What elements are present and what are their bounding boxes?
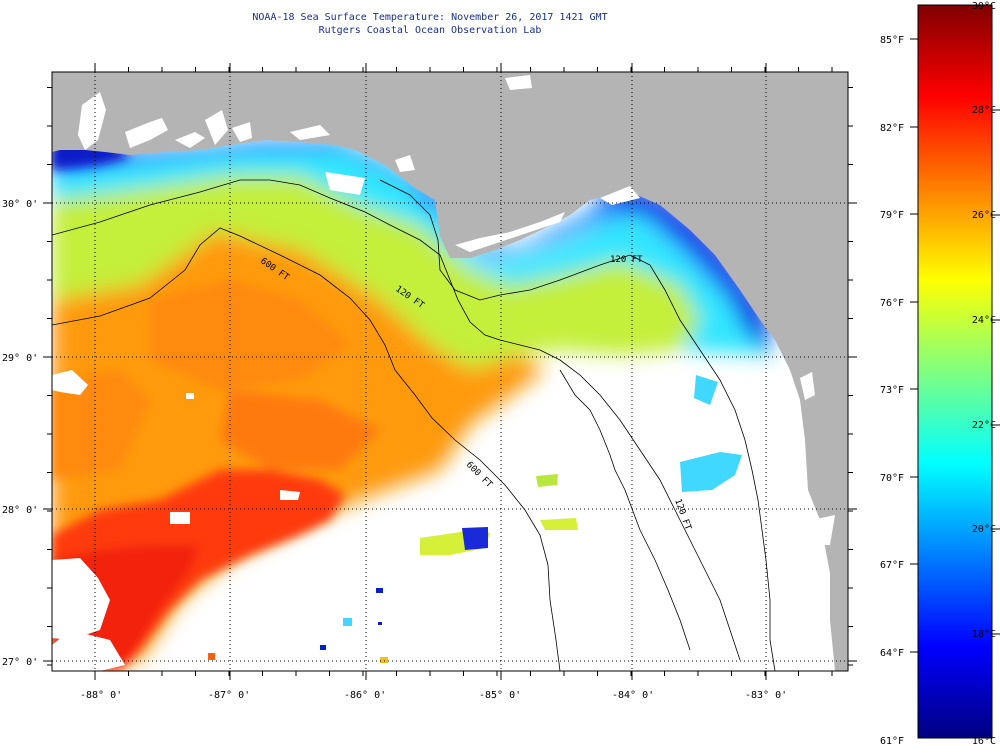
lon-tick-label: -87° 0' — [208, 690, 250, 701]
fahrenheit-label: 64°F — [880, 648, 904, 659]
celsius-label: 20°C — [972, 524, 996, 535]
map-subtitle: Rutgers Coastal Ocean Observation Lab — [318, 25, 542, 36]
celsius-label: 28°C — [972, 105, 996, 116]
celsius-label: 22°C — [972, 420, 996, 431]
lon-tick-label: -84° 0' — [612, 690, 654, 701]
map-frame — [51, 71, 849, 672]
isobath-contours — [52, 179, 776, 671]
fahrenheit-label: 79°F — [880, 210, 904, 221]
fahrenheit-label: 82°F — [880, 123, 904, 134]
colorbar-ticks — [910, 38, 1000, 653]
map-title: NOAA-18 Sea Surface Temperature: Novembe… — [252, 12, 608, 23]
lat-tick-label: 28° 0' — [2, 505, 38, 516]
fahrenheit-label: 61°F — [880, 736, 904, 747]
graticule — [52, 72, 848, 671]
fahrenheit-label: 73°F — [880, 385, 904, 396]
sst-field — [52, 135, 772, 671]
lon-tick-label: -86° 0' — [344, 690, 386, 701]
cloud-mask — [52, 172, 560, 671]
fahrenheit-label: 85°F — [880, 35, 904, 46]
colorbar — [917, 4, 993, 739]
celsius-label: 16°C — [972, 736, 996, 747]
lon-tick-label: -83° 0' — [745, 690, 787, 701]
fahrenheit-label: 70°F — [880, 473, 904, 484]
lat-tick-label: 27° 0' — [2, 657, 38, 668]
minor-ticks — [47, 67, 853, 676]
celsius-label: 26°C — [972, 210, 996, 221]
fahrenheit-label: 67°F — [880, 560, 904, 571]
celsius-label: 30°C — [972, 1, 996, 12]
fahrenheit-label: 76°F — [880, 298, 904, 309]
lon-tick-label: -88° 0' — [80, 690, 122, 701]
lat-tick-label: 30° 0' — [2, 199, 38, 210]
lon-tick-label: -85° 0' — [479, 690, 521, 701]
celsius-label: 18°C — [972, 629, 996, 640]
lat-tick-label: 29° 0' — [2, 353, 38, 364]
celsius-label: 24°C — [972, 315, 996, 326]
isobath-label: 120 FT — [610, 255, 643, 265]
coastal-inlets — [78, 75, 835, 545]
